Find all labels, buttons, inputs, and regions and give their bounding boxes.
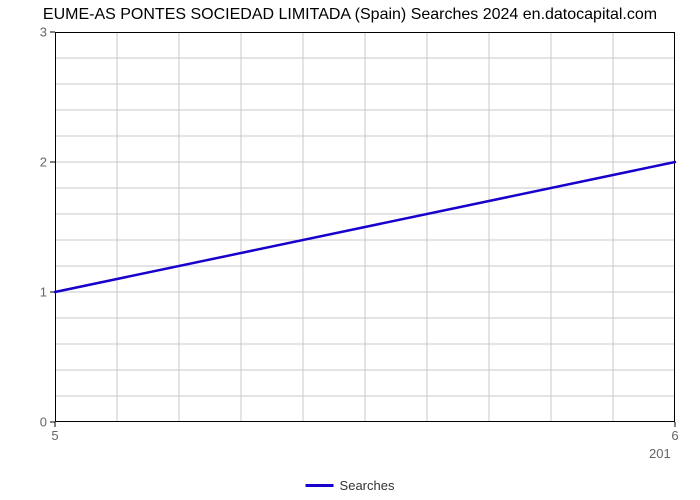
y-tick-label: 2: [27, 155, 47, 170]
chart-container: EUME-AS PONTES SOCIEDAD LIMITADA (Spain)…: [0, 0, 700, 500]
y-tick-label: 0: [27, 415, 47, 430]
plot-area: [55, 32, 675, 422]
y-tick-label: 3: [27, 25, 47, 40]
plot-svg: [55, 32, 675, 422]
legend: Searches: [306, 478, 395, 493]
chart-title: EUME-AS PONTES SOCIEDAD LIMITADA (Spain)…: [0, 6, 700, 24]
y-tick-label: 1: [27, 285, 47, 300]
legend-line-icon: [306, 484, 334, 487]
x-year-label: 201: [649, 446, 671, 461]
x-tick-label: 6: [665, 428, 685, 443]
x-tick-label: 5: [45, 428, 65, 443]
legend-text: Searches: [340, 478, 395, 493]
